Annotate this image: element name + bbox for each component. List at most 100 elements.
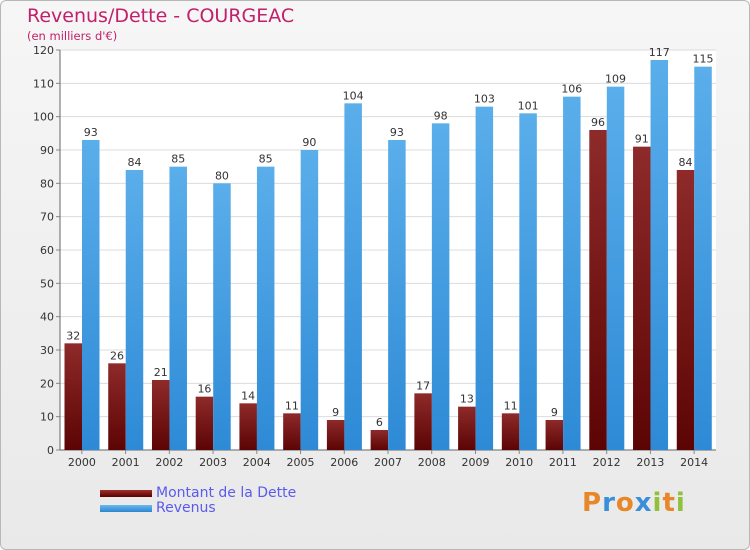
bar-dette <box>64 343 82 450</box>
x-tick-label: 2008 <box>418 456 446 469</box>
bar-dette <box>283 413 301 450</box>
y-tick-label: 20 <box>40 377 54 390</box>
data-label-revenus: 115 <box>693 53 714 66</box>
y-tick-label: 80 <box>40 177 54 190</box>
bar-dette <box>545 420 564 450</box>
x-tick-label: 2004 <box>243 456 271 469</box>
x-tick-label: 2014 <box>680 456 708 469</box>
chart-title: Revenus/Dette - COURGEAC <box>27 5 295 27</box>
legend-label-dette: Montant de la Dette <box>156 485 297 501</box>
bar-dette <box>239 403 257 450</box>
data-label-dette: 13 <box>460 393 474 406</box>
x-tick-label: 2007 <box>374 456 402 469</box>
data-label-dette: 9 <box>332 406 339 419</box>
data-label-dette: 11 <box>285 399 299 412</box>
bar-revenus <box>475 106 494 451</box>
bar-dette <box>326 420 345 450</box>
data-label-dette: 96 <box>591 116 605 129</box>
x-tick-label: 2003 <box>199 456 227 469</box>
logo-letter: o <box>615 488 635 518</box>
data-label-revenus: 84 <box>127 156 141 169</box>
logo-letter: i <box>652 488 663 518</box>
x-tick-label: 2010 <box>505 456 533 469</box>
data-label-dette: 6 <box>376 416 383 429</box>
bar-dette <box>370 430 389 450</box>
y-tick-label: 90 <box>40 144 54 157</box>
chart-subtitle: (en milliers d'€) <box>27 29 118 43</box>
bar-revenus <box>519 113 537 450</box>
bar-revenus <box>650 60 669 450</box>
bar-revenus <box>344 103 362 450</box>
y-tick-label: 110 <box>33 77 54 90</box>
y-tick-label: 50 <box>40 277 54 290</box>
data-label-dette: 14 <box>241 389 255 402</box>
bar-revenus <box>256 166 275 450</box>
data-label-dette: 21 <box>154 366 168 379</box>
logo-letter: P <box>582 488 603 518</box>
data-label-revenus: 98 <box>434 109 448 122</box>
logo-letter: r <box>602 488 616 518</box>
data-label-dette: 32 <box>66 329 80 342</box>
bar-dette <box>676 170 695 450</box>
data-label-dette: 84 <box>679 156 693 169</box>
x-tick-label: 2001 <box>112 456 140 469</box>
data-label-revenus: 103 <box>474 93 495 106</box>
logo-letter: i <box>675 488 686 518</box>
bar-revenus <box>125 170 144 450</box>
x-tick-label: 2011 <box>549 456 577 469</box>
data-label-revenus: 101 <box>518 99 539 112</box>
y-tick-label: 70 <box>40 211 54 224</box>
x-tick-label: 2009 <box>461 456 489 469</box>
bar-dette <box>633 146 651 450</box>
y-tick-label: 0 <box>47 444 54 457</box>
y-tick-label: 100 <box>33 111 54 124</box>
bar-dette <box>589 130 607 450</box>
data-label-revenus: 109 <box>605 73 626 86</box>
logo-letter: t <box>662 488 676 518</box>
y-tick-label: 10 <box>40 411 54 424</box>
data-label-dette: 16 <box>197 383 211 396</box>
data-label-revenus: 104 <box>343 89 364 102</box>
bar-dette <box>501 413 520 450</box>
bar-revenus <box>431 123 450 450</box>
data-label-revenus: 93 <box>390 126 404 139</box>
bar-revenus <box>563 96 581 451</box>
data-label-revenus: 80 <box>215 169 229 182</box>
legend-label-revenus: Revenus <box>156 500 216 516</box>
x-tick-label: 2005 <box>287 456 315 469</box>
y-tick-label: 30 <box>40 344 54 357</box>
bar-dette <box>108 363 126 450</box>
bar-revenus <box>82 140 100 450</box>
data-label-revenus: 93 <box>84 126 98 139</box>
y-tick-label: 60 <box>40 244 54 257</box>
proxiti-logo: Proxiti <box>582 488 686 518</box>
data-label-dette: 26 <box>110 349 124 362</box>
bar-revenus <box>606 86 625 451</box>
data-label-dette: 11 <box>504 399 518 412</box>
bar-revenus <box>300 150 319 450</box>
data-label-revenus: 117 <box>649 46 670 59</box>
bar-revenus <box>213 183 231 451</box>
data-label-revenus: 90 <box>302 136 316 149</box>
data-label-revenus: 85 <box>259 153 273 166</box>
data-label-revenus: 85 <box>171 153 185 166</box>
x-tick-label: 2012 <box>593 456 621 469</box>
legend-swatch-revenus <box>100 505 152 512</box>
bar-dette <box>458 406 476 450</box>
x-tick-label: 2013 <box>636 456 664 469</box>
data-label-dette: 17 <box>416 379 430 392</box>
bar-dette <box>195 396 214 450</box>
x-tick-label: 2000 <box>68 456 96 469</box>
data-label-dette: 91 <box>635 133 649 146</box>
bar-revenus <box>694 66 712 451</box>
bar-revenus <box>169 166 187 450</box>
y-tick-label: 40 <box>40 311 54 324</box>
bar-dette <box>414 393 432 450</box>
x-tick-label: 2002 <box>155 456 183 469</box>
bar-dette <box>151 380 170 450</box>
y-tick-label: 120 <box>33 44 54 57</box>
logo-letter: x <box>634 488 653 518</box>
data-label-dette: 9 <box>551 406 558 419</box>
bar-revenus <box>388 140 406 450</box>
